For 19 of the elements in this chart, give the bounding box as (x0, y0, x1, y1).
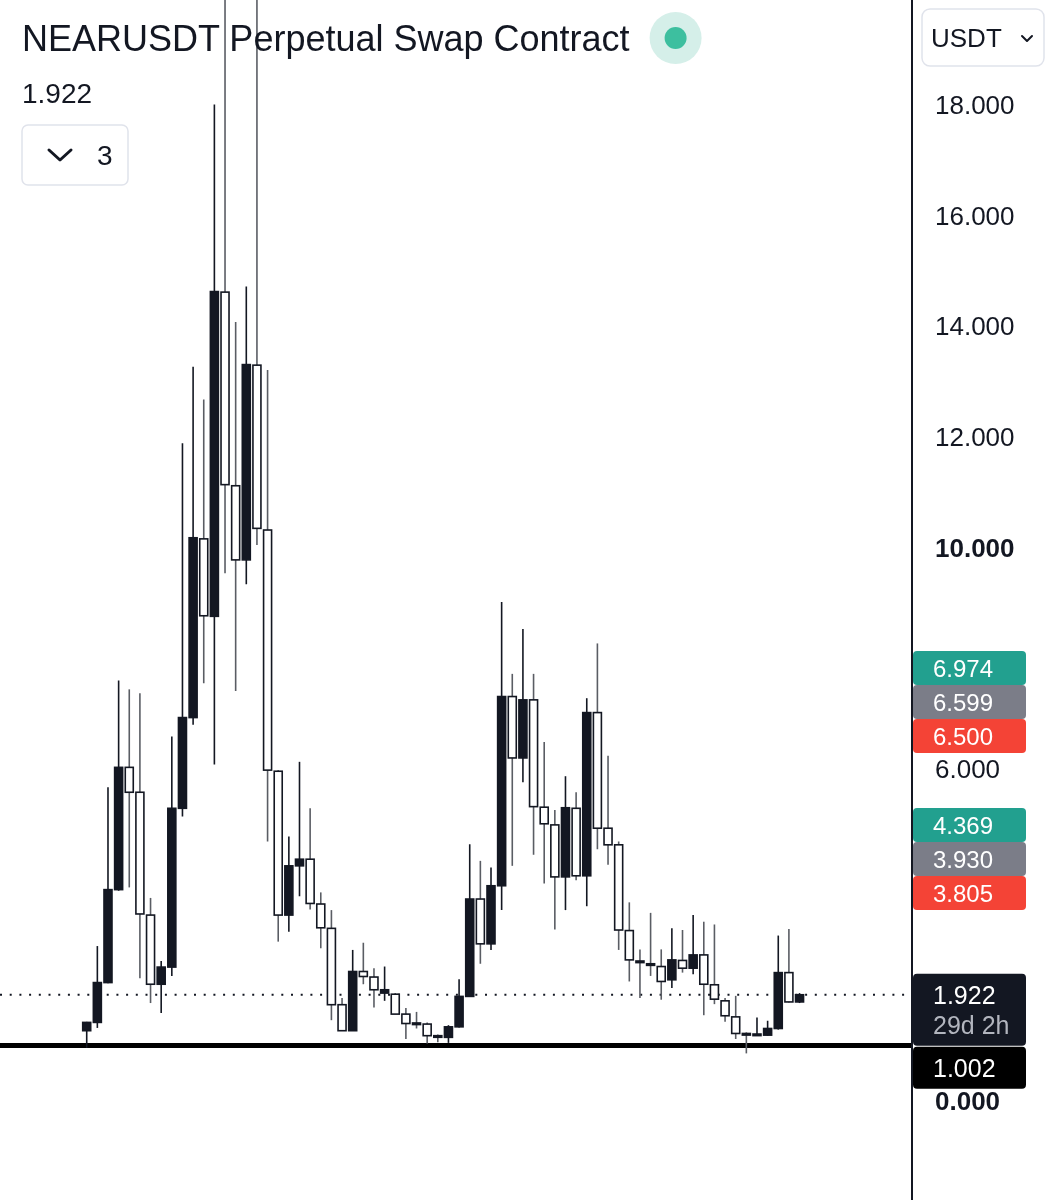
y-tick-label: 14.000 (935, 311, 1015, 342)
y-tick-label: 0.000 (935, 1085, 1001, 1116)
y-tick-label: 6.000 (935, 754, 1001, 785)
text: 6.974 (933, 654, 994, 682)
text: 4.369 (933, 811, 994, 839)
y-tick-label: 18.000 (935, 90, 1015, 121)
text: 3.930 (933, 845, 994, 873)
y-tick-label: 12.000 (935, 422, 1015, 453)
text: 6.599 (933, 688, 994, 716)
y-axis-title: USDT (931, 23, 1002, 53)
text: 3.805 (933, 879, 994, 907)
annotation: 3 (97, 139, 113, 171)
ref-line-label: 1.922 29d 2h (933, 980, 1010, 1039)
ref-line-label: 1.002 (933, 1053, 996, 1082)
y-tick-label: 16.000 (935, 200, 1015, 231)
y-tick-label: 10.000 (935, 532, 1015, 563)
text: 6.500 (933, 722, 994, 750)
text: 1.922 (22, 77, 93, 109)
candlestick (645, 912, 656, 977)
